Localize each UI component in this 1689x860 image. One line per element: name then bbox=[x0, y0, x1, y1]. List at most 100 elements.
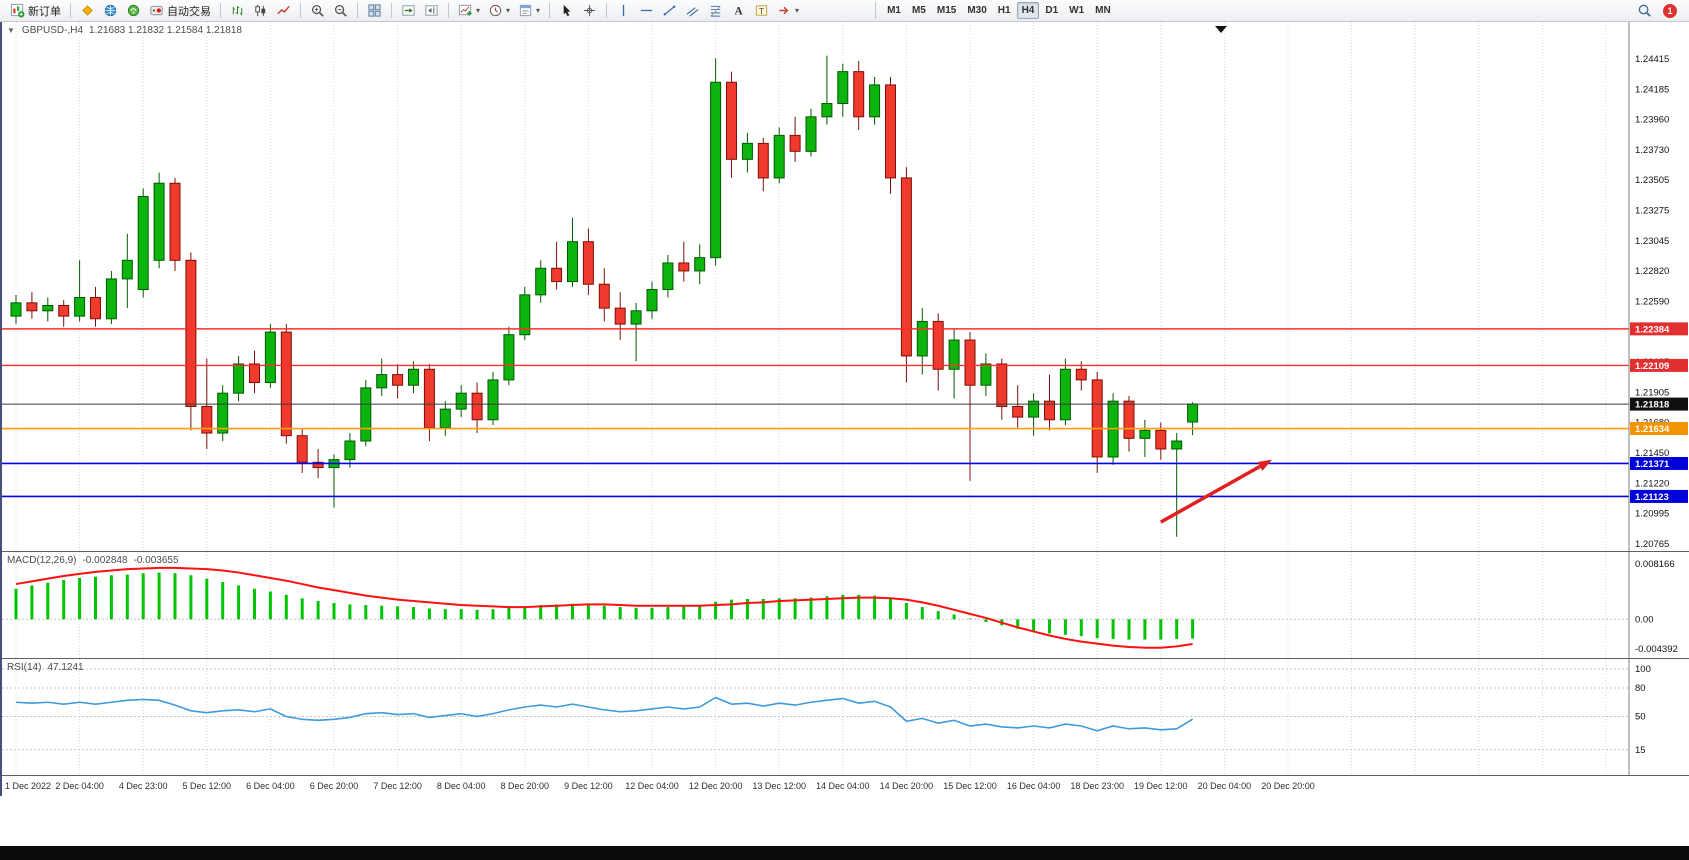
macd-histogram bbox=[14, 572, 1195, 640]
autotrading-button[interactable]: 自动交易 bbox=[145, 1, 215, 20]
fibonacci-button[interactable] bbox=[704, 1, 727, 20]
svg-text:1.21450: 1.21450 bbox=[1635, 448, 1669, 459]
chevron-down-icon[interactable]: ▾ bbox=[536, 5, 541, 15]
tile-windows-button[interactable] bbox=[363, 1, 386, 20]
text-button[interactable]: A bbox=[727, 1, 750, 20]
timeframe-m1-button[interactable]: M1 bbox=[887, 5, 901, 16]
svg-text:80: 80 bbox=[1635, 683, 1646, 694]
time-label: 16 Dec 04:00 bbox=[1007, 781, 1061, 791]
crosshair-button[interactable] bbox=[578, 1, 601, 20]
grid bbox=[15, 22, 1607, 551]
time-label: 14 Dec 20:00 bbox=[880, 781, 934, 791]
new-order-button[interactable]: 新订单 bbox=[6, 1, 65, 20]
timeframe-m15-button[interactable]: M15 bbox=[936, 5, 957, 16]
zoom-in-button[interactable] bbox=[306, 1, 329, 20]
text-label-button[interactable]: T bbox=[750, 1, 773, 20]
time-label: 2 Dec 04:00 bbox=[55, 781, 104, 791]
rsi-line bbox=[15, 696, 1194, 732]
templates-button[interactable]: ▾ bbox=[514, 1, 544, 20]
price-tag: 1.21123 bbox=[1630, 489, 1688, 503]
timeframe-toolbar: M1 M5 M15 M30 H1 H4 D1 W1 MN bbox=[875, 2, 1116, 19]
metaeditor-button[interactable] bbox=[76, 1, 99, 20]
bar-chart-button[interactable] bbox=[226, 1, 249, 20]
shapes-button[interactable]: ▾ bbox=[773, 1, 803, 20]
horizontal-lines[interactable] bbox=[2, 328, 1629, 498]
svg-text:1.23960: 1.23960 bbox=[1635, 114, 1669, 125]
timeframe-d1-button[interactable]: D1 bbox=[1045, 5, 1059, 16]
market-button[interactable] bbox=[99, 1, 122, 20]
time-label: 12 Dec 20:00 bbox=[689, 781, 743, 791]
zoom-in-icon bbox=[310, 3, 325, 18]
svg-text:1.24415: 1.24415 bbox=[1635, 54, 1669, 65]
rsi-chart[interactable]: 100 80 50 15 bbox=[2, 659, 1689, 775]
signals-icon bbox=[126, 3, 141, 18]
bars-icon bbox=[230, 3, 245, 18]
clock-icon bbox=[488, 3, 503, 18]
trendline-button[interactable] bbox=[658, 1, 681, 20]
macd-axis[interactable]: 0.008166 0.00 -0.004392 bbox=[1635, 559, 1678, 655]
auto-scroll-button[interactable] bbox=[397, 1, 420, 20]
timeframe-m5-button[interactable]: M5 bbox=[911, 5, 926, 16]
rsi-axis[interactable]: 100 80 50 15 bbox=[1635, 664, 1651, 756]
svg-text:0.00: 0.00 bbox=[1635, 614, 1654, 625]
time-axis[interactable]: 1 Dec 2022 2 Dec 04:00 4 Dec 23:00 5 Dec 12… bbox=[2, 776, 1689, 796]
svg-text:1.24185: 1.24185 bbox=[1635, 85, 1669, 96]
candlestick-chart-button[interactable] bbox=[249, 1, 272, 20]
timeframe-h1-button[interactable]: H1 bbox=[997, 5, 1011, 16]
toolbar-separator bbox=[70, 3, 71, 18]
indicators-button[interactable]: ▾ bbox=[454, 1, 484, 20]
svg-text:1.22384: 1.22384 bbox=[1635, 324, 1670, 335]
svg-text:0.008166: 0.008166 bbox=[1635, 559, 1675, 570]
channel-button[interactable] bbox=[681, 1, 704, 20]
svg-text:1.22590: 1.22590 bbox=[1635, 297, 1669, 308]
metaeditor-icon bbox=[80, 3, 95, 18]
toolbar-separator bbox=[549, 3, 551, 18]
timeframe-w1-button[interactable]: W1 bbox=[1069, 5, 1085, 16]
cursor-button[interactable] bbox=[555, 1, 578, 20]
chevron-down-icon[interactable]: ▾ bbox=[476, 5, 481, 15]
toolbar-separator bbox=[357, 3, 358, 18]
time-label: 12 Dec 04:00 bbox=[625, 781, 679, 791]
indicators-icon bbox=[458, 3, 473, 18]
svg-text:1.21220: 1.21220 bbox=[1635, 479, 1669, 490]
timeframe-h4-button[interactable]: H4 bbox=[1016, 2, 1040, 19]
time-label: 1 Dec 2022 bbox=[5, 781, 51, 791]
horizontal-line-button[interactable] bbox=[635, 1, 658, 20]
svg-text:1.21123: 1.21123 bbox=[1635, 492, 1669, 503]
chart-window: 1.24415 1.24185 1.23960 1.23730 1.23505 1.232… bbox=[0, 22, 1689, 796]
macd-signal-line bbox=[15, 566, 1193, 649]
trend-arrow[interactable] bbox=[1159, 459, 1273, 524]
signals-button[interactable] bbox=[122, 1, 145, 20]
template-icon bbox=[518, 3, 533, 18]
rsi-panel: 100 80 50 15 RSI(14) 47.1241 bbox=[2, 659, 1689, 776]
price-chart[interactable]: 1.24415 1.24185 1.23960 1.23730 1.23505 1.232… bbox=[2, 22, 1689, 551]
price-tag: 1.21818 bbox=[1630, 397, 1688, 411]
chart-shift-marker[interactable] bbox=[1215, 26, 1227, 33]
svg-text:A: A bbox=[734, 5, 743, 17]
taskbar-strip bbox=[0, 846, 1689, 860]
zoom-out-button[interactable] bbox=[329, 1, 352, 20]
periods-button[interactable]: ▾ bbox=[484, 1, 514, 20]
candlesticks bbox=[10, 55, 1199, 537]
new-order-button-label: 新订单 bbox=[28, 5, 61, 18]
timeframe-m30-button[interactable]: M30 bbox=[967, 5, 987, 16]
chevron-down-icon[interactable]: ▾ bbox=[506, 5, 511, 15]
timeframe-mn-button[interactable]: MN bbox=[1095, 5, 1111, 16]
price-panel: 1.24415 1.24185 1.23960 1.23730 1.23505 1.232… bbox=[2, 22, 1689, 552]
price-axis[interactable]: 1.24415 1.24185 1.23960 1.23730 1.23505 1.232… bbox=[1635, 54, 1669, 550]
candles-icon bbox=[253, 3, 268, 18]
vertical-line-button[interactable] bbox=[612, 1, 635, 20]
time-label: 4 Dec 23:00 bbox=[119, 781, 168, 791]
search-button[interactable] bbox=[1633, 1, 1656, 20]
notifications-badge[interactable]: 1 bbox=[1663, 3, 1677, 18]
autotrading-icon bbox=[149, 3, 164, 18]
line-chart-button[interactable] bbox=[272, 1, 295, 20]
chevron-down-icon[interactable]: ▾ bbox=[795, 5, 800, 15]
auto-scroll-icon bbox=[401, 3, 416, 18]
fibo-icon bbox=[708, 3, 723, 18]
tile-icon bbox=[367, 3, 382, 18]
chart-shift-button[interactable] bbox=[420, 1, 443, 20]
macd-chart[interactable]: 0.008166 0.00 -0.004392 bbox=[2, 552, 1689, 658]
toolbar-separator bbox=[606, 3, 608, 18]
